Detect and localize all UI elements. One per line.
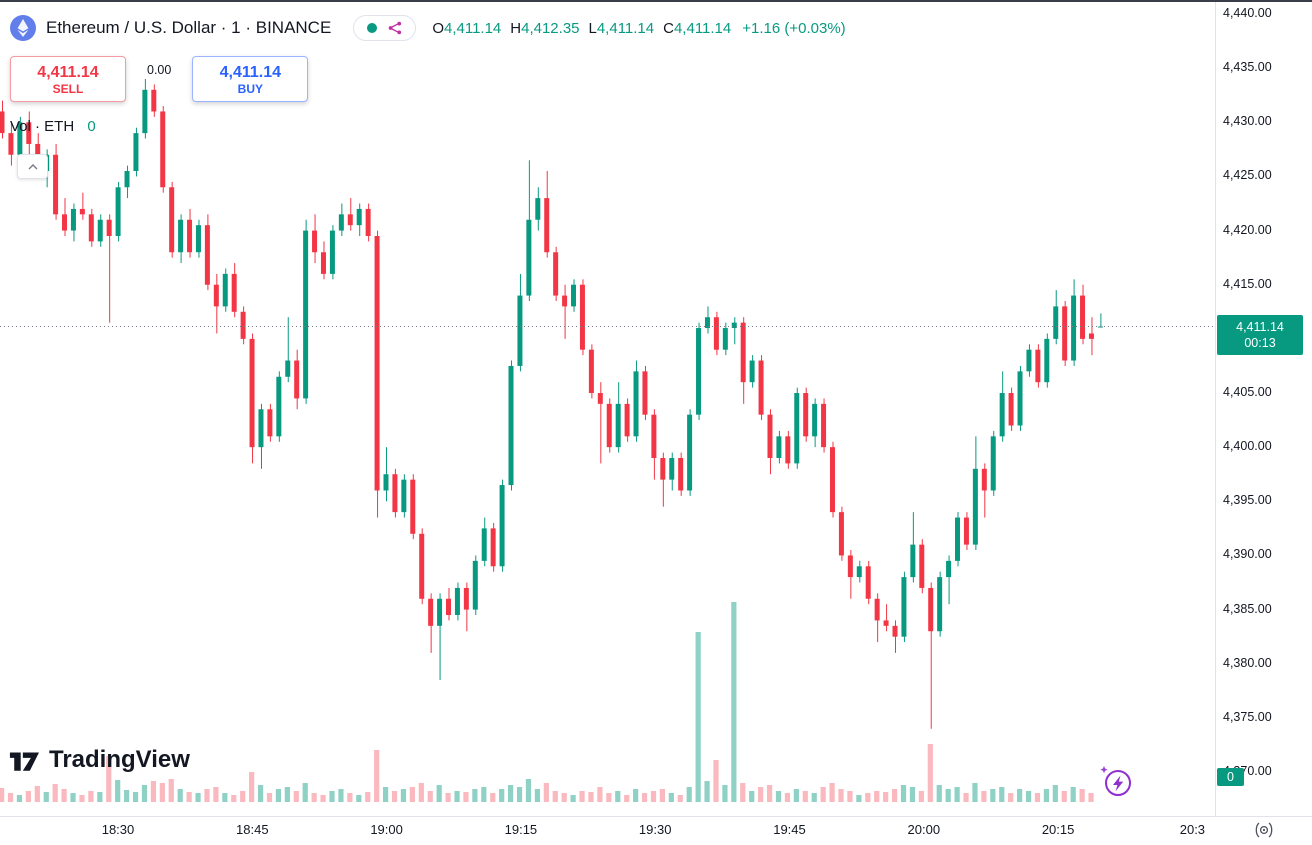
ohlc-open-value: 4,411.14 — [443, 19, 502, 37]
tradingview-watermark[interactable]: TradingView — [8, 746, 190, 774]
price-tick-label: 4,405.00 — [1223, 385, 1272, 399]
ohlc-open-label: O — [432, 19, 444, 37]
price-tick-label: 4,385.00 — [1223, 601, 1272, 616]
time-tick-label: 20:3 — [1179, 822, 1206, 837]
price-tag-value: 4,411.14 — [1236, 319, 1284, 334]
ethereum-logo-icon — [10, 15, 36, 41]
ohlc-high-label: H — [510, 19, 522, 37]
price-tick-label: 4,380.00 — [1223, 655, 1272, 670]
spread-value: 0.00 — [143, 62, 176, 78]
symbol-legend: Ethereum / U.S. Dollar · 1 · BINANCE O4,… — [10, 15, 846, 41]
time-axis[interactable]: 18:30 18:45 19:00 19:15 19:30 19:45 20:00 20:15… — [0, 816, 1312, 844]
price-tick-label: 4,425.00 — [1223, 168, 1272, 183]
legend-quick-actions[interactable] — [353, 15, 417, 41]
order-panel: 4,411.14 SELL 0.00 4,411.14 BUY — [10, 56, 309, 102]
price-tick-label: 4,415.00 — [1223, 276, 1272, 291]
price-axis[interactable]: 4,370.00 4,375.00 4,380.00 4,385.00 4,390.00… — [1215, 0, 1312, 816]
buy-button[interactable]: 4,411.14 BUY — [192, 56, 309, 102]
chart-area[interactable] — [0, 0, 1215, 816]
price-tick-label: 4,430.00 — [1223, 114, 1272, 129]
price-tick-label: 4,440.00 — [1223, 6, 1272, 20]
ohlc-readout: O4,411.14 H4,412.35 L4,411.14 C4,411.14 … — [432, 20, 845, 37]
volume-legend-label[interactable]: Vol · ETH — [10, 118, 75, 135]
boost-button[interactable] — [1096, 762, 1136, 800]
buy-label: BUY — [237, 81, 264, 96]
price-tick-label: 4,420.00 — [1223, 222, 1272, 237]
sell-label: SELL — [52, 81, 84, 96]
time-tick-label: 18:30 — [101, 822, 135, 837]
ohlc-close-value: 4,411.14 — [673, 19, 732, 37]
candles-svg — [0, 78, 1215, 802]
volume-legend-value: 0 — [87, 118, 96, 135]
time-tick-label: 19:00 — [370, 822, 403, 837]
ohlc-low-label: L — [588, 19, 597, 37]
price-tag-countdown: 00:13 — [1244, 335, 1276, 350]
tradingview-logo-icon — [9, 752, 39, 771]
volume-axis-tag: 0 — [1217, 768, 1244, 786]
price-tick-label: 4,395.00 — [1223, 493, 1272, 508]
price-tick-label: 4,390.00 — [1223, 547, 1272, 562]
timezone-icon[interactable] — [1252, 820, 1276, 840]
lightning-icon — [1100, 766, 1131, 796]
time-tick-label: 18:45 — [236, 822, 269, 837]
ohlc-high-value: 4,412.35 — [521, 19, 580, 37]
price-tick-label: 4,435.00 — [1223, 60, 1272, 75]
chevron-up-icon — [28, 163, 37, 169]
time-tick-label: 19:15 — [504, 822, 538, 837]
price-tag: 4,411.14 00:13 — [1217, 314, 1303, 355]
time-tick-label: 20:00 — [907, 822, 941, 837]
watermark-text: TradingView — [49, 746, 190, 773]
window-top-edge — [0, 0, 1312, 2]
ohlc-close-label: C — [663, 19, 674, 37]
symbol-title[interactable]: Ethereum / U.S. Dollar · 1 · BINANCE — [46, 18, 332, 37]
ohlc-change-value: +1.16 (+0.03%) — [742, 19, 846, 37]
collapse-legend-button[interactable] — [17, 154, 48, 179]
ohlc-low-value: 4,411.14 — [596, 19, 655, 37]
sell-price: 4,411.14 — [37, 63, 99, 81]
share-icon — [389, 21, 402, 35]
visibility-dot-icon — [367, 23, 378, 33]
time-tick-label: 19:45 — [773, 822, 806, 837]
price-tick-label: 4,400.00 — [1223, 439, 1272, 454]
volume-legend: Vol · ETH 0 — [10, 118, 96, 135]
sell-button[interactable]: 4,411.14 SELL — [10, 56, 126, 102]
time-tick-label: 20:15 — [1041, 822, 1075, 837]
buy-price: 4,411.14 — [219, 63, 282, 81]
time-tick-label: 19:30 — [638, 822, 672, 837]
price-tick-label: 4,375.00 — [1223, 709, 1272, 724]
